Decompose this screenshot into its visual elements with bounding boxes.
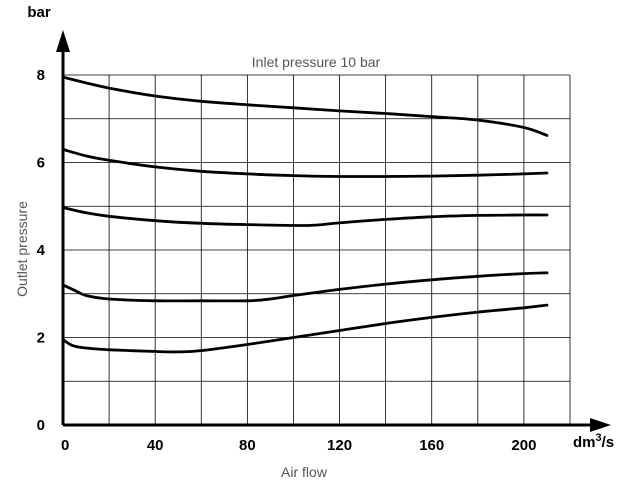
x-tick-label: 40 xyxy=(147,437,164,454)
grid xyxy=(63,74,571,425)
y-tick-label: 8 xyxy=(37,67,45,84)
series-line xyxy=(61,75,549,137)
axes xyxy=(56,30,611,432)
curves xyxy=(61,75,549,354)
y-tick-label: 6 xyxy=(37,155,45,172)
series-line xyxy=(61,271,549,303)
y-axis-unit: bar xyxy=(27,4,51,21)
tick-labels: 0 40 80 120 160 200 0 2 4 6 8 xyxy=(37,67,537,454)
x-axis-unit-superscript: 3 xyxy=(596,432,602,444)
y-axis-arrow xyxy=(56,30,70,52)
series-line xyxy=(61,148,549,178)
y-tick-label: 2 xyxy=(37,330,45,347)
x-tick-label: 160 xyxy=(419,437,444,454)
x-axis-label: Air flow xyxy=(281,464,328,480)
x-axis-arrow xyxy=(590,418,611,432)
chart-title: Inlet pressure 10 bar xyxy=(252,54,381,70)
y-tick-label: 4 xyxy=(37,242,46,259)
x-tick-label: 0 xyxy=(61,437,69,454)
series-line xyxy=(61,303,549,354)
y-tick-label: 0 xyxy=(37,417,45,434)
x-tick-label: 80 xyxy=(239,437,256,454)
x-tick-label: 200 xyxy=(511,437,536,454)
x-tick-label: 120 xyxy=(327,437,352,454)
x-axis-unit-base: dm xyxy=(573,434,596,451)
x-axis-unit-tail: /s xyxy=(602,434,615,451)
x-axis-unit: dm3/s xyxy=(573,432,614,451)
series-line xyxy=(61,206,549,227)
y-axis-label: Outlet pressure xyxy=(14,201,30,297)
